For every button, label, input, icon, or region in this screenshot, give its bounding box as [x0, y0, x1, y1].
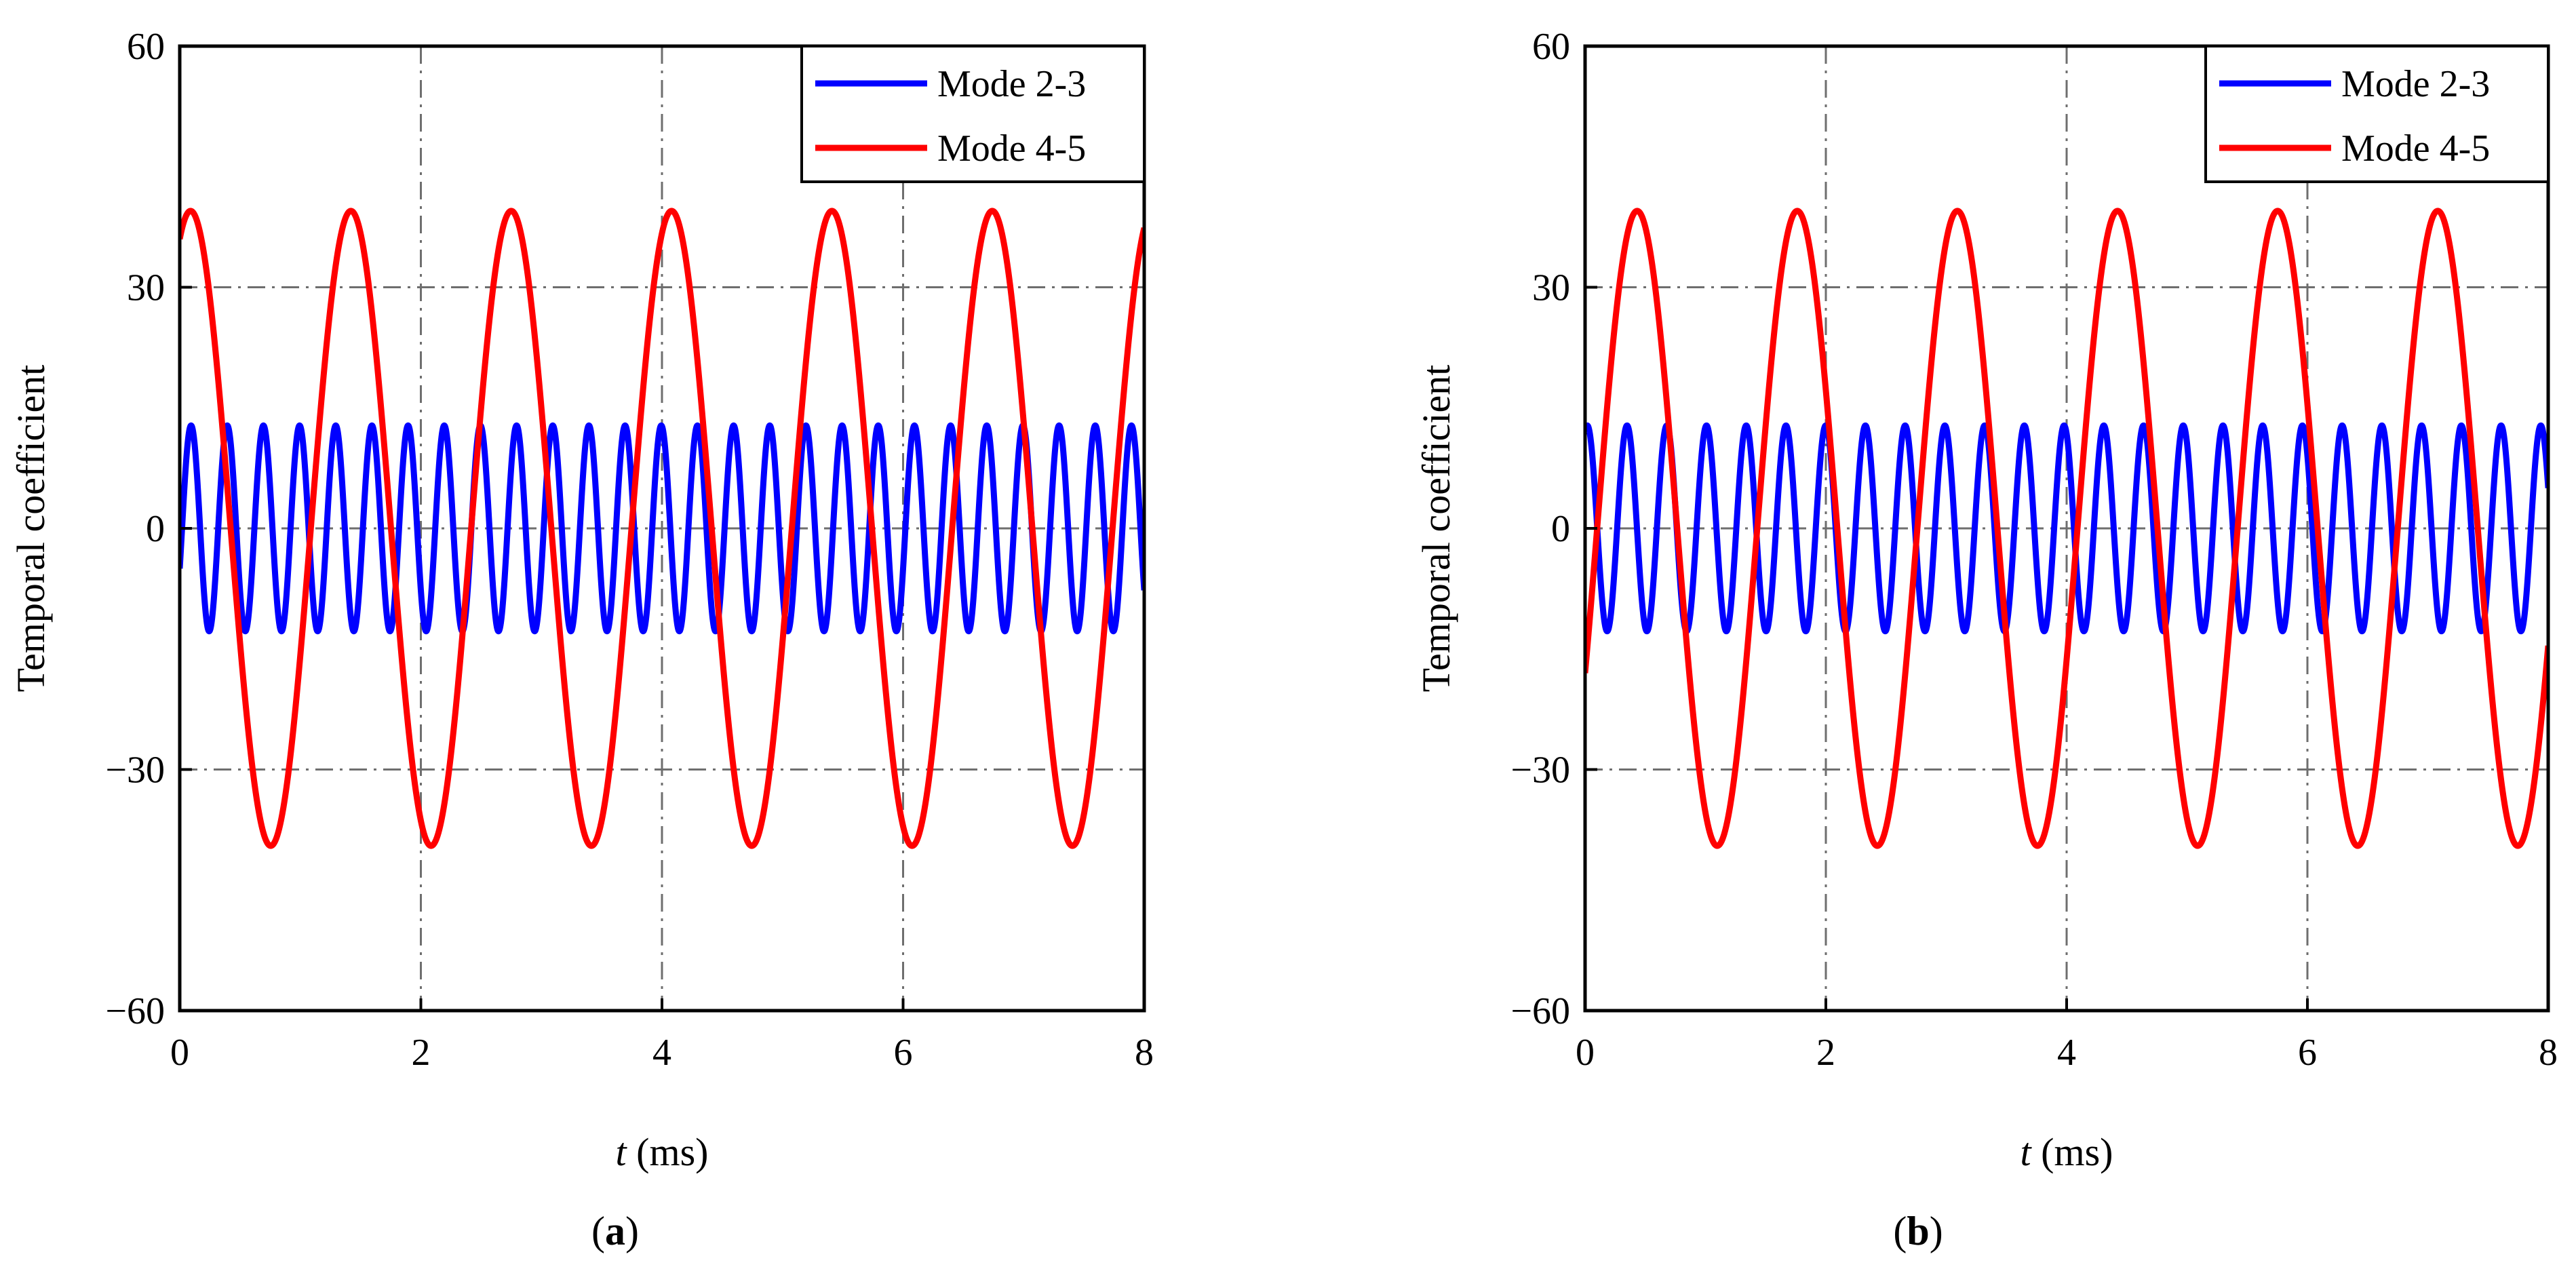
x-tick-label: 4 — [2057, 1032, 2076, 1074]
y-tick-label: −30 — [105, 749, 165, 792]
panel-label: (a) — [591, 1209, 639, 1253]
panel-label-open: ( — [591, 1209, 605, 1253]
y-tick-label: −60 — [1510, 990, 1570, 1032]
x-tick-label: 2 — [1816, 1032, 1835, 1074]
x-tick-label: 0 — [1576, 1032, 1595, 1074]
legend-entry: Mode 4-5 — [937, 128, 1086, 170]
x-tick-label: 8 — [1135, 1032, 1154, 1074]
y-tick-label: 30 — [127, 267, 165, 309]
legend-box — [2204, 45, 2550, 183]
panel-label-close: ) — [625, 1209, 639, 1253]
x-tick-label: 6 — [2298, 1032, 2317, 1074]
y-tick-label: −60 — [105, 990, 165, 1032]
series-line-mode-2-3 — [1585, 422, 2548, 635]
panel-label: (b) — [1893, 1209, 1943, 1253]
x-tick-label: 0 — [170, 1032, 189, 1074]
panel-label-letter: a — [605, 1209, 625, 1253]
legend-box — [800, 45, 1146, 183]
y-axis-title: Temporal coefficient — [1414, 365, 1458, 693]
y-tick-label: 0 — [1551, 508, 1570, 550]
x-axis-title: t (ms) — [616, 1130, 709, 1174]
x-tick-label: 6 — [894, 1032, 913, 1074]
y-tick-label: −30 — [1510, 749, 1570, 792]
y-tick-label: 30 — [1532, 267, 1570, 309]
x-axis-title-variable: t — [2021, 1130, 2033, 1174]
series-line-mode-4-5 — [1585, 208, 2548, 849]
x-tick-label: 2 — [412, 1032, 431, 1074]
chart-panel-a: 0 2 4 6 8 −60 −30 0 30 60 t (ms) Temporal coefficie… — [9, 26, 1154, 1253]
panel-label-open: ( — [1893, 1209, 1907, 1253]
series-line-mode-2-3 — [180, 422, 1144, 635]
legend: Mode 2-3 Mode 4-5 — [2204, 45, 2550, 183]
legend-entry: Mode 2-3 — [2341, 63, 2490, 105]
x-axis-title-variable: t — [616, 1130, 628, 1174]
chart-panel-b: 0 2 4 6 8 −60 −30 0 30 60 t (ms) Temporal coefficie… — [1414, 26, 2558, 1253]
panel-label-close: ) — [1930, 1209, 1943, 1253]
y-tick-label: 60 — [127, 26, 165, 68]
x-tick-label: 4 — [652, 1032, 671, 1074]
x-tick-label: 8 — [2539, 1032, 2558, 1074]
legend-entry: Mode 4-5 — [2341, 128, 2490, 170]
y-axis-title: Temporal coefficient — [9, 365, 53, 693]
y-tick-label: 0 — [146, 508, 165, 550]
legend: Mode 2-3 Mode 4-5 — [800, 45, 1146, 183]
series-line-mode-4-5 — [180, 208, 1144, 849]
x-axis-title-unit: (ms) — [2031, 1130, 2113, 1174]
panel-label-letter: b — [1907, 1209, 1929, 1253]
legend-entry: Mode 2-3 — [937, 63, 1086, 105]
x-axis-title: t (ms) — [2021, 1130, 2113, 1174]
x-axis-title-unit: (ms) — [627, 1130, 709, 1174]
y-tick-label: 60 — [1532, 26, 1570, 68]
